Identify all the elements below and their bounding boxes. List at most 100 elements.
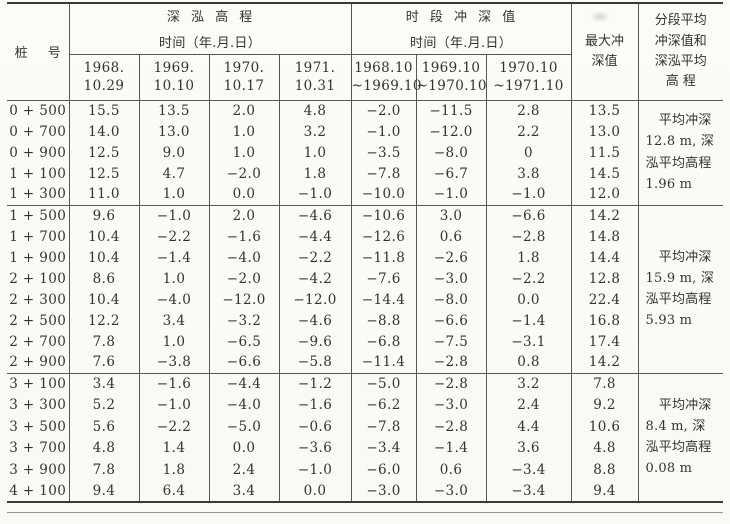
table-row: 1 + 700 10.4 −2.2 −1.6 −4.4 −12.6 0.6 −2.8 14.8 (7, 226, 723, 247)
cell-value: −4.0 (209, 394, 280, 416)
cell-value: −1.6 (209, 226, 280, 247)
cell-value: −5.0 (209, 416, 280, 438)
cell-value: −0.6 (279, 416, 352, 438)
table-body: 0 + 500 15.5 13.5 2.0 4.8 −2.0 −11.5 2.8 13.5 平均… (7, 100, 724, 503)
cell-value: −1.4 (416, 437, 487, 459)
table-row: 3 + 100 3.4 −1.6 −4.4 −1.2 −5.0 −2.8 3.2 7.8 平均冲… (7, 373, 724, 503)
cell-value: −4.2 (279, 268, 352, 289)
cell-value: −2.2 (486, 268, 572, 289)
cell-value: 13.5 (139, 100, 210, 121)
cell-value: 4.8 (571, 437, 639, 459)
cell-value: 3.0 (416, 205, 487, 226)
table-row: 2 + 500 12.2 3.4 −3.2 −4.6 −8.8 −6.6 −1.4 16.8 (7, 310, 723, 331)
table-row: 4 + 100 9.4 6.4 3.4 0.0 −3.0 −3.0 −3.4 9.4 (7, 480, 723, 503)
cell-value: −5.0 (351, 373, 417, 395)
cell-value: 22.4 (571, 289, 639, 310)
scour-period-label: 1970.10 ~1971.10 (493, 59, 564, 94)
cell-pile-number: 1 + 100 (7, 163, 70, 184)
cell-value: −3.4 (486, 459, 572, 481)
cell-value: −8.8 (351, 310, 417, 331)
cell-pile-number: 4 + 100 (7, 480, 70, 503)
cell-value: 17.4 (571, 331, 639, 352)
cell-pile-number: 3 + 700 (7, 437, 70, 459)
table-row: 1 + 500 9.6 −1.0 2.0 −4.6 −10.6 3.0 −6.6 14.2 平均… (7, 205, 724, 374)
cell-value: −1.4 (486, 310, 572, 331)
cell-value: −3.0 (351, 480, 417, 503)
cell-value: −6.8 (351, 331, 417, 352)
cell-value: 10.4 (69, 247, 140, 268)
cell-value: 0.6 (416, 226, 487, 247)
cell-value: −6.6 (486, 205, 572, 226)
cell-value: 0.0 (279, 480, 352, 503)
block-summary: 平均冲深 12.8 m, 深 泓平均高程 1.96 m (638, 100, 724, 206)
cell-value: −1.0 (279, 459, 352, 481)
table-header: 桩 号 深 泓 高 程 时间（年.月.日） 时 段 冲 深 值 时间（年.月.日… (7, 3, 724, 101)
cell-value: 3.2 (279, 121, 352, 142)
pile-number-header: 桩 号 (7, 3, 70, 101)
cell-pile-number: 0 + 700 (7, 121, 70, 142)
cell-value: 2.2 (486, 121, 572, 142)
cell-value: −6.2 (351, 394, 417, 416)
elevation-date-column-3: 1970. 10.17 (209, 54, 280, 101)
cell-value: 15.5 (69, 100, 140, 121)
cell-value: 2.0 (209, 205, 280, 226)
elevation-group-subtitle: 时间（年.月.日） (159, 36, 261, 52)
cell-value: 10.4 (69, 289, 140, 310)
cell-value: −3.5 (351, 142, 417, 163)
cell-pile-number: 3 + 300 (7, 394, 70, 416)
cell-value: 9.4 (571, 480, 639, 503)
cell-value: 2.4 (209, 459, 280, 481)
cell-value: 12.8 (571, 268, 639, 289)
summary-column-label: 分段平均 冲深值和 深泓平均 高 程 (654, 13, 707, 89)
cell-value: −2.8 (486, 226, 572, 247)
cell-value: −2.0 (209, 163, 280, 184)
cell-value: 0.0 (486, 289, 572, 310)
cell-value: −8.0 (416, 142, 487, 163)
table-row: 2 + 700 7.8 1.0 −6.5 −9.6 −6.8 −7.5 −3.1 17.4 (7, 331, 723, 352)
cell-value: −2.8 (416, 416, 487, 438)
cell-value: −3.0 (416, 394, 487, 416)
max-scour-header: 最大冲 深值 (571, 3, 639, 101)
scour-data-table: 桩 号 深 泓 高 程 时间（年.月.日） 时 段 冲 深 值 时间（年.月.日… (7, 2, 724, 503)
scour-group-title: 时 段 冲 深 值 (405, 10, 517, 26)
cell-pile-number: 2 + 300 (7, 289, 70, 310)
elevation-group-header: 深 泓 高 程 时间（年.月.日） (69, 3, 352, 55)
cell-value: −1.0 (139, 394, 210, 416)
header-row-dates: 1968. 10.29 1969. 10.10 1970. 10.17 1971… (7, 54, 723, 101)
cell-value: −3.0 (416, 480, 487, 503)
cell-value: 6.4 (139, 480, 210, 503)
cell-value: −10.6 (351, 205, 417, 226)
cell-value: 4.7 (139, 163, 210, 184)
cell-value: 0 (486, 142, 572, 163)
cell-value: 4.8 (69, 437, 140, 459)
cell-value: 1.0 (279, 142, 352, 163)
cell-value: 2.8 (486, 100, 572, 121)
cell-value: −11.4 (351, 352, 417, 374)
cell-pile-number: 1 + 900 (7, 247, 70, 268)
cell-value: −4.4 (279, 226, 352, 247)
cell-value: 9.6 (69, 205, 140, 226)
cell-value: −3.4 (486, 480, 572, 503)
cell-value: −4.6 (279, 205, 352, 226)
cell-value: −3.0 (416, 268, 487, 289)
cell-value: −2.8 (416, 373, 487, 395)
cell-pile-number: 1 + 700 (7, 226, 70, 247)
cell-value: 1.0 (139, 331, 210, 352)
summary-column-header: 分段平均 冲深值和 深泓平均 高 程 (638, 3, 724, 101)
table-row: 2 + 300 10.4 −4.0 −12.0 −12.0 −14.4 −8.0 0.0 22.… (7, 289, 723, 310)
cell-value: −2.2 (279, 247, 352, 268)
cell-value: 7.8 (571, 373, 639, 395)
table-row: 3 + 500 5.6 −2.2 −5.0 −0.6 −7.8 −2.8 4.4 10.6 (7, 416, 723, 438)
table-row: 2 + 100 8.6 1.0 −2.0 −4.2 −7.6 −3.0 −2.2 12.8 (7, 268, 723, 289)
cell-value: −2.8 (416, 352, 487, 374)
table-row: 2 + 900 7.6 −3.8 −6.6 −5.8 −11.4 −2.8 0.8 14.2 (7, 352, 723, 374)
cell-value: −3.2 (209, 310, 280, 331)
cell-value: 13.0 (139, 121, 210, 142)
cell-value: 3.4 (69, 373, 140, 395)
cell-value: 4.4 (486, 416, 572, 438)
cell-value: 0.0 (209, 184, 280, 206)
elevation-date-label: 1969. 10.10 (153, 59, 195, 94)
cell-value: 7.8 (69, 331, 140, 352)
cell-value: −6.6 (416, 310, 487, 331)
